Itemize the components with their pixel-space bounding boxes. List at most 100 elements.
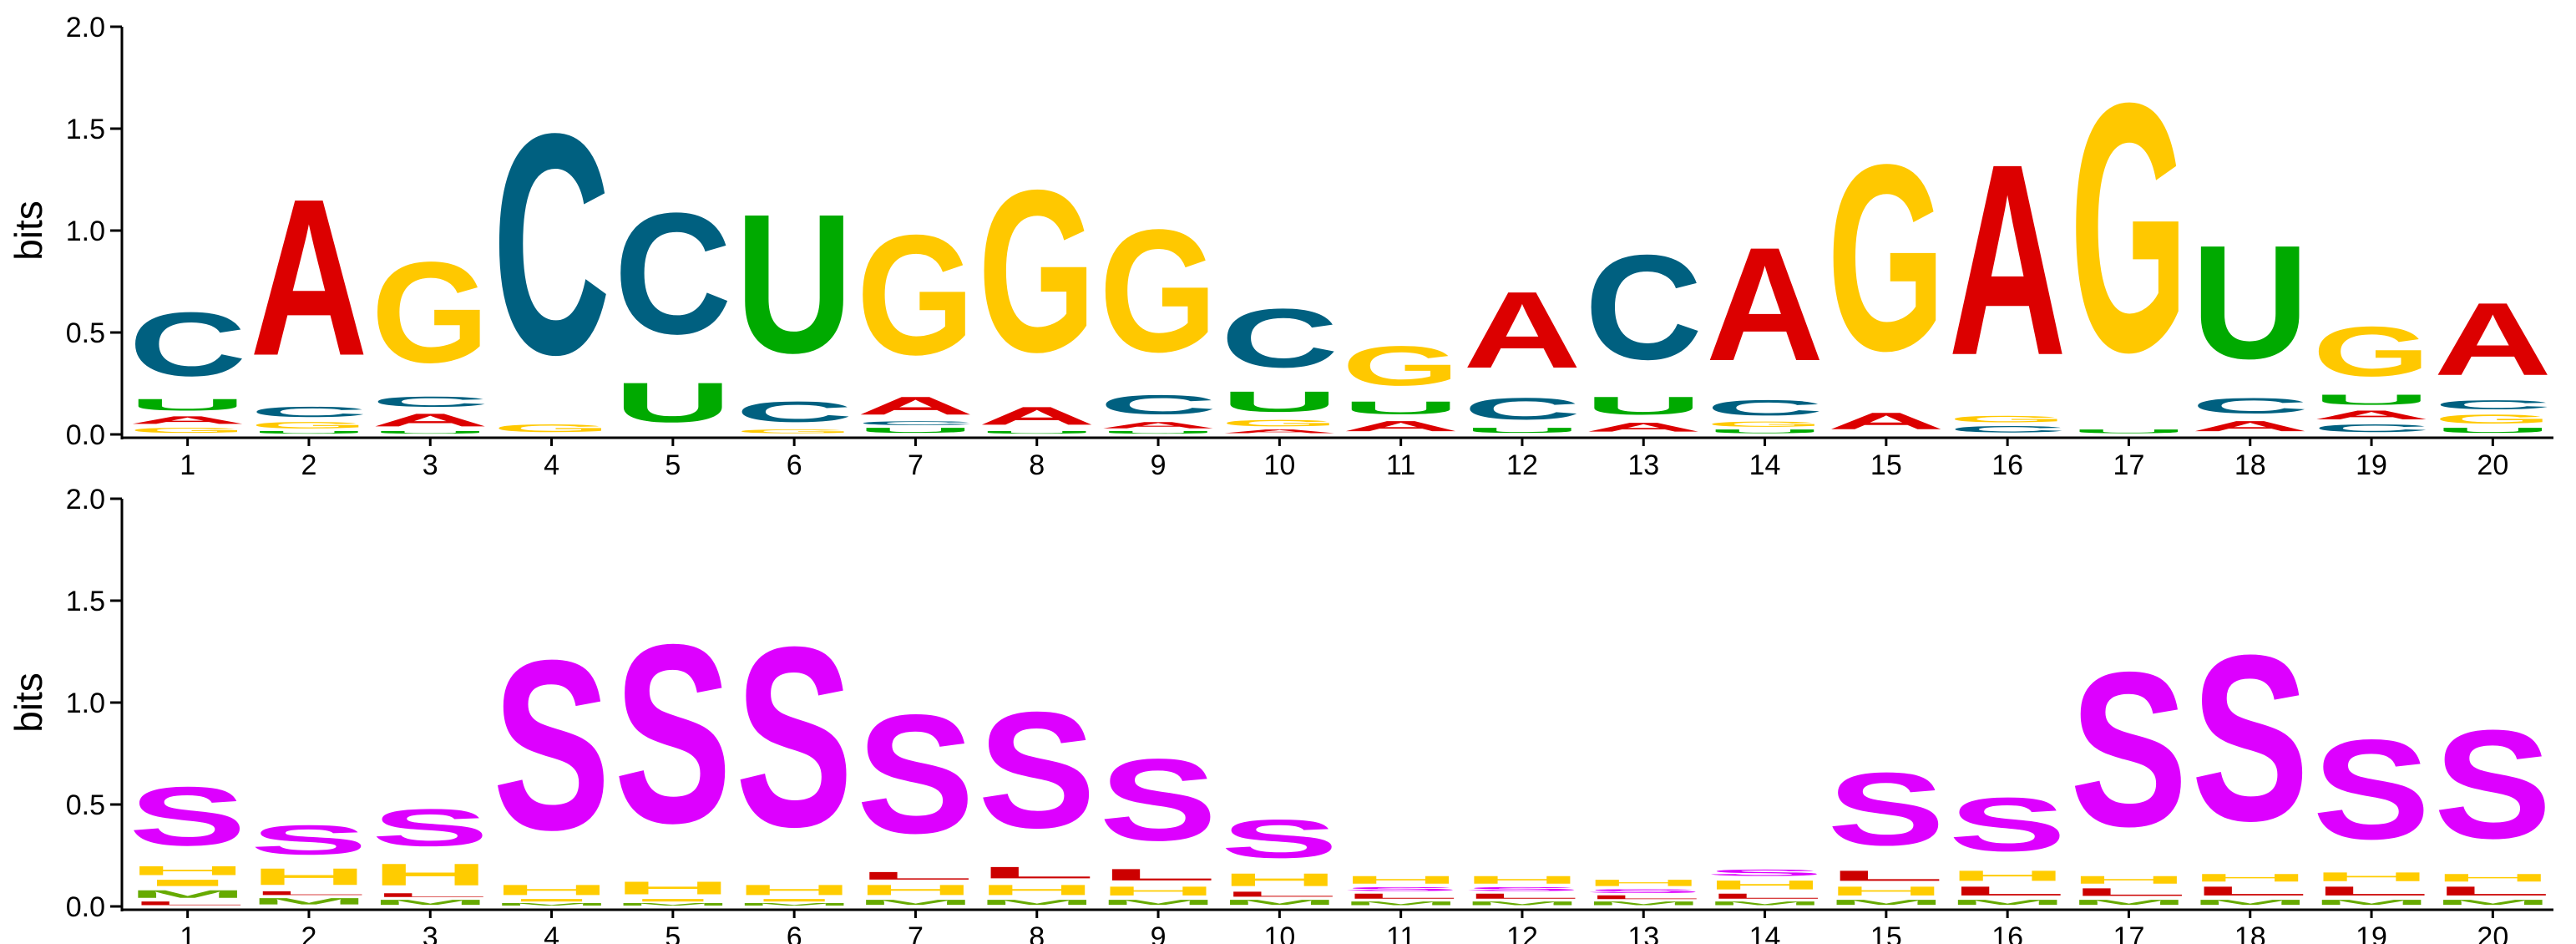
logo-stack-6: GCU bbox=[736, 173, 853, 434]
logo-letter-C: C bbox=[372, 393, 489, 409]
x-tick-label: 1 bbox=[180, 449, 195, 481]
logo-letter-S: S bbox=[1221, 809, 1339, 870]
y-axis-title: bits bbox=[7, 200, 50, 261]
logo-letter-A: A bbox=[1827, 408, 1945, 434]
logo-letter-S: S bbox=[493, 609, 610, 880]
logo-letter-G: G bbox=[1827, 109, 1945, 406]
logo-letter-S: S bbox=[1099, 735, 1217, 865]
logo-letter-L: L bbox=[129, 901, 246, 906]
x-tick-label: 10 bbox=[1263, 449, 1295, 481]
logo-letter-U: U bbox=[1342, 398, 1460, 418]
logo-letter-C: C bbox=[250, 403, 367, 419]
logo-letter-M: M bbox=[2191, 898, 2309, 906]
logo-letter-G: G bbox=[1949, 414, 2067, 424]
logo-letter-H: H bbox=[1706, 878, 1824, 892]
logo-letter-U: U bbox=[372, 430, 489, 434]
logo-letter-S: S bbox=[2434, 698, 2552, 871]
logo-letter-I: I bbox=[736, 898, 853, 902]
logo-letter-C: C bbox=[2434, 398, 2552, 412]
x-tick-label: 5 bbox=[665, 449, 681, 481]
logo-letter-U: U bbox=[1706, 429, 1824, 434]
logo-letter-L: L bbox=[1706, 892, 1824, 901]
logo-letter-C: C bbox=[1099, 389, 1217, 420]
logo-letter-H: H bbox=[129, 864, 246, 878]
logo-letter-G: G bbox=[1342, 335, 1460, 398]
logo-letter-H: H bbox=[736, 882, 853, 898]
logo-letter-C: C bbox=[1463, 392, 1581, 426]
logo-letter-A: A bbox=[1585, 420, 1703, 434]
logo-stack-11: AUG bbox=[1342, 335, 1460, 434]
logo-letter-H: H bbox=[372, 857, 489, 891]
logo-letter-L: L bbox=[1099, 865, 1217, 884]
logo-stack-5: UC bbox=[614, 177, 731, 434]
logo-letter-U: U bbox=[2191, 212, 2309, 393]
logo-letter-S: S bbox=[2191, 606, 2309, 870]
logo-letter-G: G bbox=[493, 422, 610, 434]
y-tick-label: 2.0 bbox=[66, 484, 105, 515]
logo-letter-C: C bbox=[1706, 396, 1824, 420]
x-tick-label: 4 bbox=[544, 921, 559, 944]
logo-letter-A: A bbox=[1221, 429, 1339, 434]
logo-letter-A: A bbox=[857, 392, 974, 420]
logo-letter-H: H bbox=[2070, 874, 2188, 886]
logo-letter-L: L bbox=[2070, 886, 2188, 899]
logo-letter-M: M bbox=[978, 898, 1096, 906]
x-tick-label: 11 bbox=[1386, 921, 1415, 944]
logo-letter-A: A bbox=[1342, 418, 1460, 434]
logo-letter-C: C bbox=[2191, 393, 2309, 418]
logo-letter-L: L bbox=[2434, 884, 2552, 898]
x-tick-label: 3 bbox=[423, 449, 438, 481]
logo-letter-S: S bbox=[129, 770, 246, 864]
x-tick-label: 12 bbox=[1506, 449, 1538, 481]
logo-letter-M: M bbox=[614, 902, 731, 906]
x-tick-label: 8 bbox=[1029, 921, 1045, 944]
logo-letter-H: H bbox=[1342, 874, 1460, 886]
logo-stack-15: AG bbox=[1827, 109, 1945, 434]
x-tick-label: 11 bbox=[1386, 449, 1415, 481]
logo-letter-S: S bbox=[857, 679, 974, 869]
logo-letter-L: L bbox=[250, 890, 367, 896]
logo-letter-I: I bbox=[614, 898, 731, 902]
logo-letter-H: H bbox=[250, 864, 367, 891]
logo-letter-I: I bbox=[129, 878, 246, 888]
logo-letter-C: C bbox=[736, 396, 853, 429]
logo-letter-M: M bbox=[1221, 898, 1339, 906]
logo-letter-M: M bbox=[1463, 901, 1581, 906]
x-tick-label: 16 bbox=[1991, 921, 2023, 944]
logo-letter-M: M bbox=[2070, 898, 2188, 906]
logo-stack-12: UCA bbox=[1463, 269, 1581, 434]
logo-letter-H: H bbox=[2434, 872, 2552, 885]
logo-letter-U: U bbox=[1585, 392, 1703, 420]
x-tick-label: 7 bbox=[908, 921, 924, 944]
logo-letter-U: U bbox=[857, 426, 974, 434]
y-tick-label: 0.0 bbox=[66, 891, 105, 923]
logo-letter-C: C bbox=[857, 420, 974, 426]
logo-letter-A: A bbox=[1463, 269, 1581, 391]
x-tick-label: 4 bbox=[544, 449, 559, 481]
x-tick-label: 15 bbox=[1870, 921, 1902, 944]
logo-letter-C: C bbox=[1949, 424, 2067, 434]
logo-stack-13: AUC bbox=[1585, 223, 1703, 434]
y-tick-label: 1.0 bbox=[66, 216, 105, 247]
logo-letter-A: A bbox=[1099, 420, 1217, 430]
logo-letter-I: I bbox=[493, 898, 610, 902]
logo-stack-17: UG bbox=[2070, 30, 2188, 434]
logo-letter-L: L bbox=[1827, 868, 1945, 884]
logo-letter-M: M bbox=[1949, 898, 2067, 906]
logo-letter-S: S bbox=[372, 799, 489, 857]
logo-letter-M: M bbox=[857, 898, 974, 906]
logo-letter-L: L bbox=[1221, 890, 1339, 898]
logo-letter-S: S bbox=[1827, 751, 1945, 867]
logo-letter-L: L bbox=[2191, 884, 2309, 898]
